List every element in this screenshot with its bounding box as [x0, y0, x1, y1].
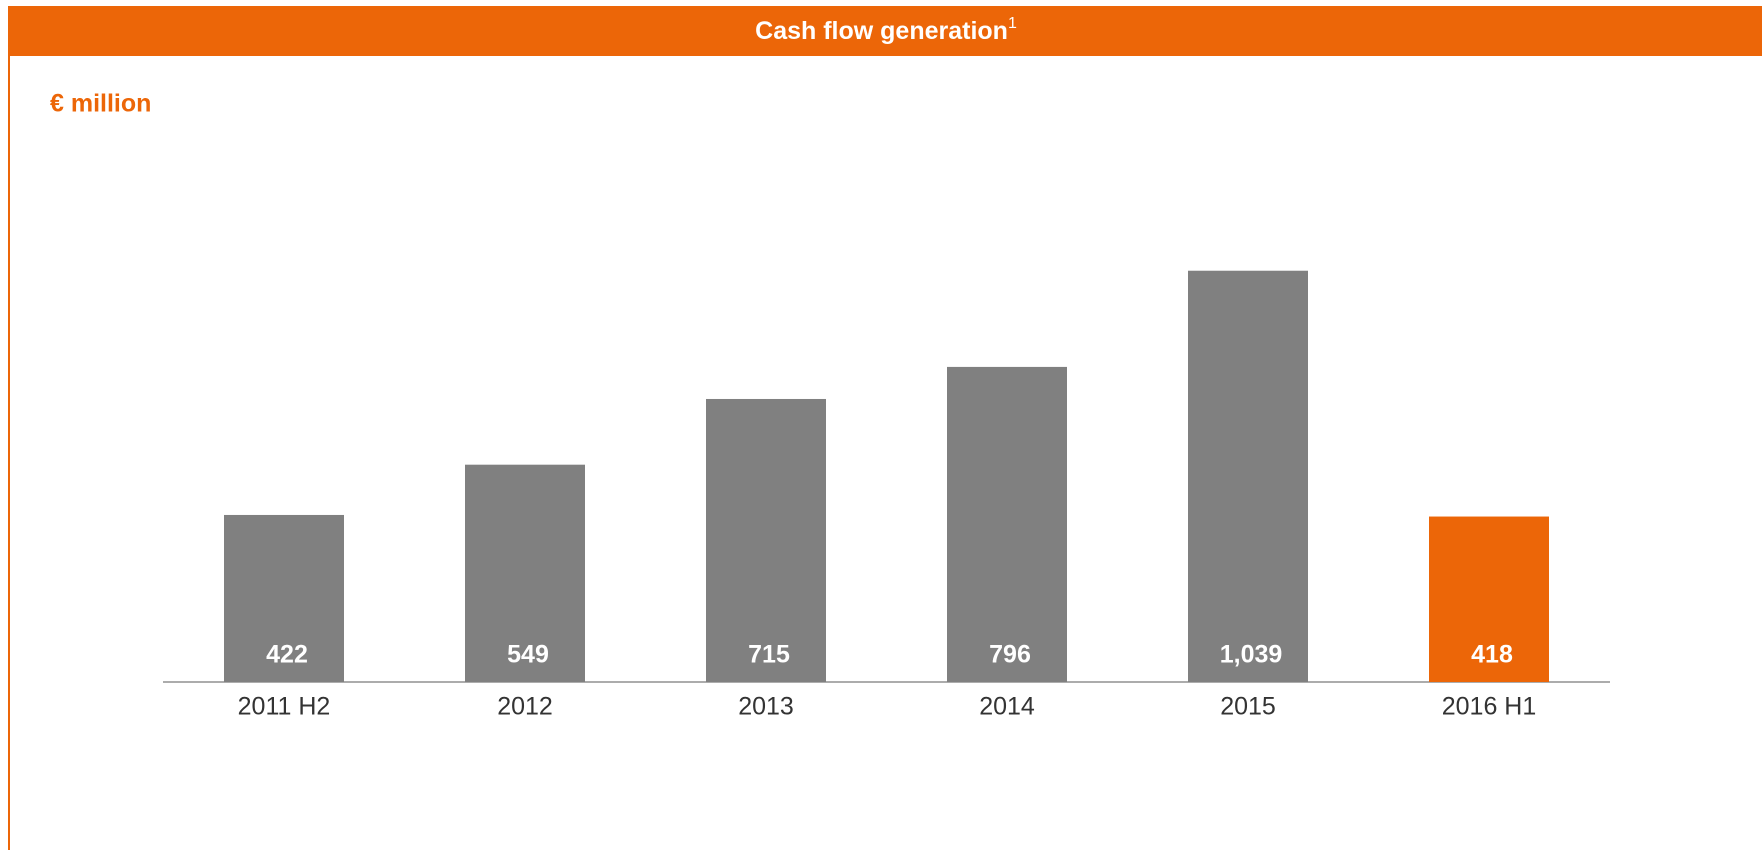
- bar: [1429, 516, 1549, 682]
- title-note: 1: [1008, 15, 1017, 32]
- bar: [947, 366, 1067, 682]
- value-label: 796: [989, 641, 1031, 669]
- x-tick-label: 2011 H2: [238, 693, 331, 721]
- x-tick-label: 2014: [979, 693, 1035, 721]
- header-band: [8, 6, 1762, 56]
- value-label: 715: [748, 641, 790, 669]
- x-tick-label: 2012: [497, 693, 553, 721]
- bar: [465, 464, 585, 682]
- bar: [706, 398, 826, 682]
- bar: [1188, 270, 1308, 682]
- value-label: 418: [1471, 641, 1513, 669]
- title-text: Cash flow generation: [755, 17, 1008, 45]
- chart-title: Cash flow generation1: [755, 15, 1017, 44]
- subtitle: € million: [50, 90, 151, 118]
- x-tick-label: 2013: [738, 693, 794, 721]
- value-label: 422: [266, 641, 308, 669]
- value-label: 1,039: [1220, 641, 1283, 669]
- value-label: 549: [507, 641, 549, 669]
- x-tick-label: 2015: [1220, 693, 1276, 721]
- bar: [224, 514, 344, 682]
- x-tick-label: 2016 H1: [1442, 693, 1537, 721]
